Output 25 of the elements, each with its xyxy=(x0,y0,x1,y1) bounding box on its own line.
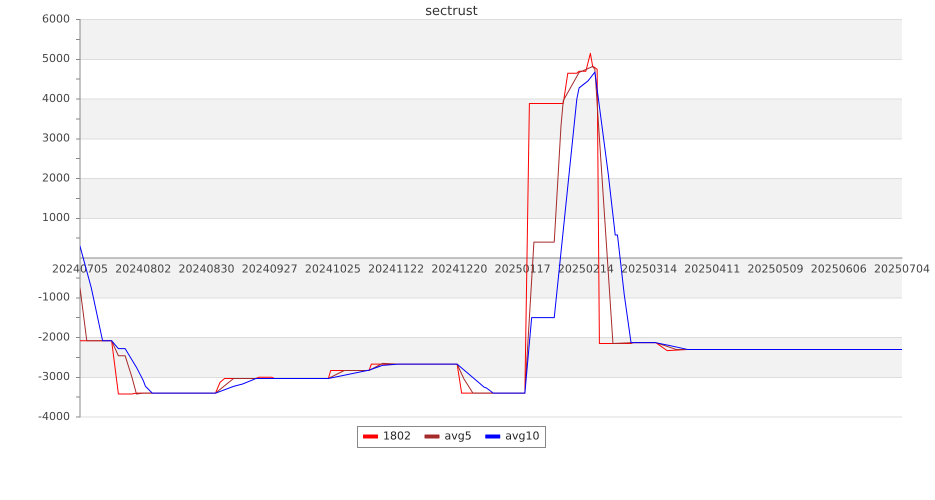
y-tick-label: 5000 xyxy=(42,52,70,66)
y-tick-label: -4000 xyxy=(38,410,70,423)
x-tick-label: 20250411 xyxy=(684,262,740,276)
y-tick-label: 6000 xyxy=(42,12,70,26)
x-tick-label: 20250704 xyxy=(874,262,930,276)
legend-label: avg10 xyxy=(505,429,540,442)
x-tick-label: 20250314 xyxy=(621,262,678,276)
x-tick-label: 20250509 xyxy=(748,262,804,276)
x-tick-label: 20240802 xyxy=(115,262,172,276)
chart-title: sectrust xyxy=(425,4,478,20)
y-tick-label: 1000 xyxy=(42,211,70,224)
y-tick-label: 3000 xyxy=(42,132,70,145)
x-tick-label: 20250606 xyxy=(810,262,867,276)
y-tick-label: 4000 xyxy=(42,92,70,105)
legend-label: avg5 xyxy=(444,429,472,442)
y-tick-label: -1000 xyxy=(38,290,70,304)
x-tick-label: 20241220 xyxy=(431,262,488,276)
x-tick-label: 20241122 xyxy=(368,262,424,276)
y-tick-label: 2000 xyxy=(42,171,70,184)
x-tick-label: 20240830 xyxy=(178,262,234,276)
x-tick-label: 20241025 xyxy=(304,262,361,276)
legend-label: 1802 xyxy=(383,429,412,442)
x-tick-label: 20240927 xyxy=(242,262,298,276)
y-tick-label: -3000 xyxy=(38,370,70,384)
y-tick-label: -2000 xyxy=(38,330,70,344)
